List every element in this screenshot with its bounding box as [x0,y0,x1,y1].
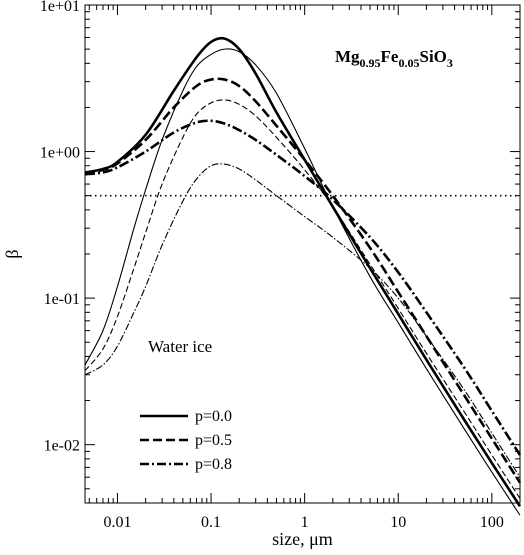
series-line-silicate-dashed [84,77,522,484]
x-tick-label: 0.01 [103,514,131,531]
legend-label-p05: p=0.5 [195,432,232,449]
legend-label-p0: p=0.0 [195,408,232,425]
series-layer [84,36,522,516]
material-formula-annotation: Mg0.95Fe0.05SiO3 [335,47,453,70]
series-line-silicate-solid [84,36,522,507]
y-axis-label: β [2,249,22,258]
formula-sub-fe: 0.05 [398,56,419,70]
series-line-water-ice-solid [84,48,521,516]
formula-sub-o: 3 [447,56,453,70]
water-ice-annotation: Water ice [148,337,212,356]
y-tick-label: 1e+00 [40,145,80,162]
formula-base-fe: Fe [381,47,399,66]
legend: p=0.0 p=0.5 p=0.8 [140,408,232,473]
series-line-water-ice-dashdot [84,163,521,478]
x-tick-label: 100 [480,514,504,531]
plot-frame [84,4,521,504]
y-tick-label: 1e+01 [40,0,80,15]
y-tick-label: 1e-02 [44,438,80,455]
x-tick-label: 0.1 [201,514,221,531]
y-tick-label: 1e-01 [44,291,80,308]
tick-layer: 0.01 0.1 1 10 100 1e+01 1e+00 1e-01 1e-02 [40,0,521,531]
x-axis-label: size, μm [272,529,333,549]
series-line-water-ice-dashed [84,99,521,499]
x-tick-label: 1 [301,514,309,531]
formula-sub-mg: 0.95 [360,56,381,70]
series-line-silicate-dashdot [84,119,522,456]
x-tick-label: 10 [390,514,406,531]
formula-base-sio: SiO [419,47,446,66]
formula-base-mg: Mg [335,47,360,66]
legend-label-p08: p=0.8 [195,456,232,473]
